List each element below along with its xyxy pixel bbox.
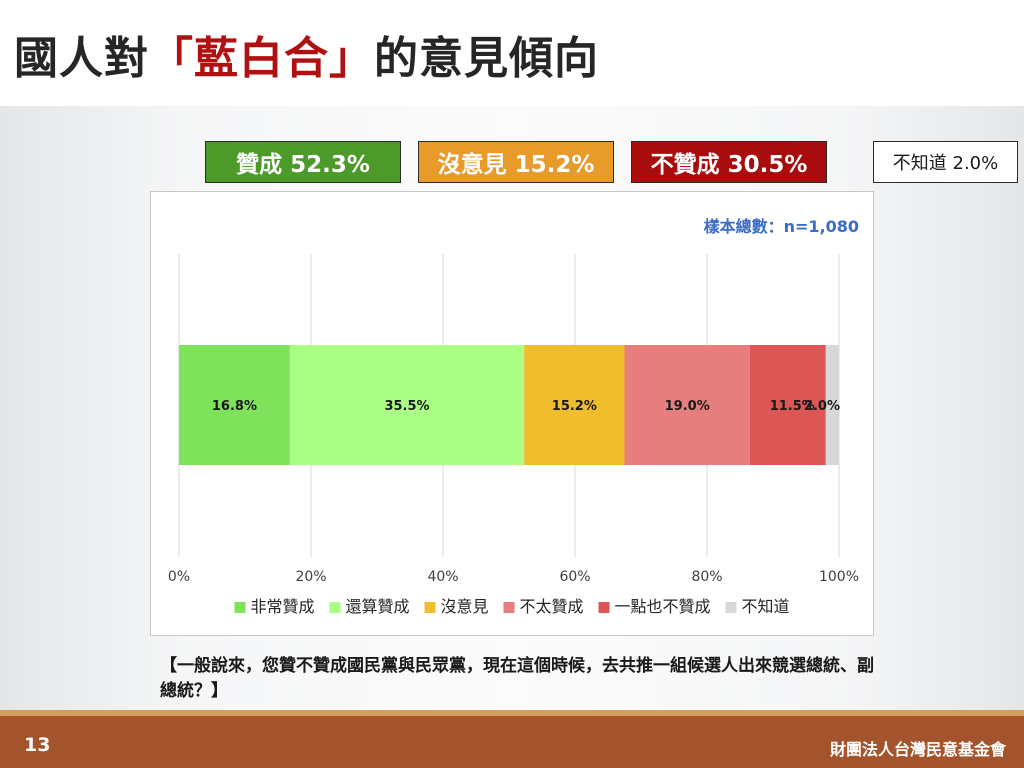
legend-swatch [725, 602, 737, 613]
data-label: 11.5% [770, 399, 815, 414]
legend-label: 還算贊成 [346, 597, 410, 616]
legend-swatch [329, 602, 341, 613]
footer-bar: 13 財團法人台灣民意基金會 [0, 710, 1024, 768]
legend-swatch [234, 602, 246, 613]
legend-label: 不太贊成 [520, 597, 584, 616]
data-label: 15.2% [552, 399, 597, 414]
legend-label: 不知道 [742, 597, 790, 616]
legend-swatch [503, 602, 515, 613]
x-tick-label: 40% [427, 569, 458, 585]
x-tick-label: 20% [295, 569, 326, 585]
x-tick-label: 60% [559, 569, 590, 585]
summary-no-opinion-box: 沒意見 15.2% [418, 141, 614, 183]
data-label: 19.0% [665, 399, 710, 414]
chart-panel: 樣本總數：n=1,080 0% 20% 40% 60% 80% 100% 16.8% 35.5… [150, 191, 874, 636]
page-number: 13 [24, 734, 51, 756]
survey-question: 【一般說來，您贊不贊成國民黨與民眾黨，現在這個時候，去共推一組候選人出來競選總統… [160, 656, 874, 701]
bar-segment [624, 345, 750, 465]
legend-label: 沒意見 [441, 597, 489, 616]
summary-dont-know-box: 不知道 2.0% [873, 141, 1018, 183]
stacked-bar-chart: 0% 20% 40% 60% 80% 100% 16.8% 35.5% 15.2% 19.0% 11… [168, 254, 859, 616]
data-label: 35.5% [384, 399, 429, 414]
organization-name: 財團法人台灣民意基金會 [829, 740, 1006, 759]
legend-swatch [598, 602, 610, 613]
x-tick-label: 100% [819, 569, 859, 585]
data-label: 16.8% [212, 399, 257, 414]
summary-disapprove-box: 不贊成 30.5% [631, 141, 827, 183]
bar-segment [825, 345, 839, 465]
title-highlight: 「藍白合」 [149, 33, 374, 84]
legend-swatch [424, 602, 436, 613]
legend-label: 一點也不贊成 [615, 597, 711, 616]
title-suffix: 的意見傾向 [374, 33, 599, 84]
bar-segment [524, 345, 625, 465]
page-title: 國人對「藍白合」的意見傾向 [14, 22, 599, 86]
x-tick-label: 80% [691, 569, 722, 585]
sample-size-note: 樣本總數：n=1,080 [703, 217, 859, 236]
bar-segment [289, 345, 525, 465]
data-label: 2.0% [804, 399, 840, 414]
title-prefix: 國人對 [14, 33, 149, 84]
bar-segment [179, 345, 290, 465]
bar-segment [749, 345, 826, 465]
summary-approve-box: 贊成 52.3% [205, 141, 401, 183]
legend-label: 非常贊成 [251, 597, 315, 616]
x-tick-label: 0% [168, 569, 190, 585]
